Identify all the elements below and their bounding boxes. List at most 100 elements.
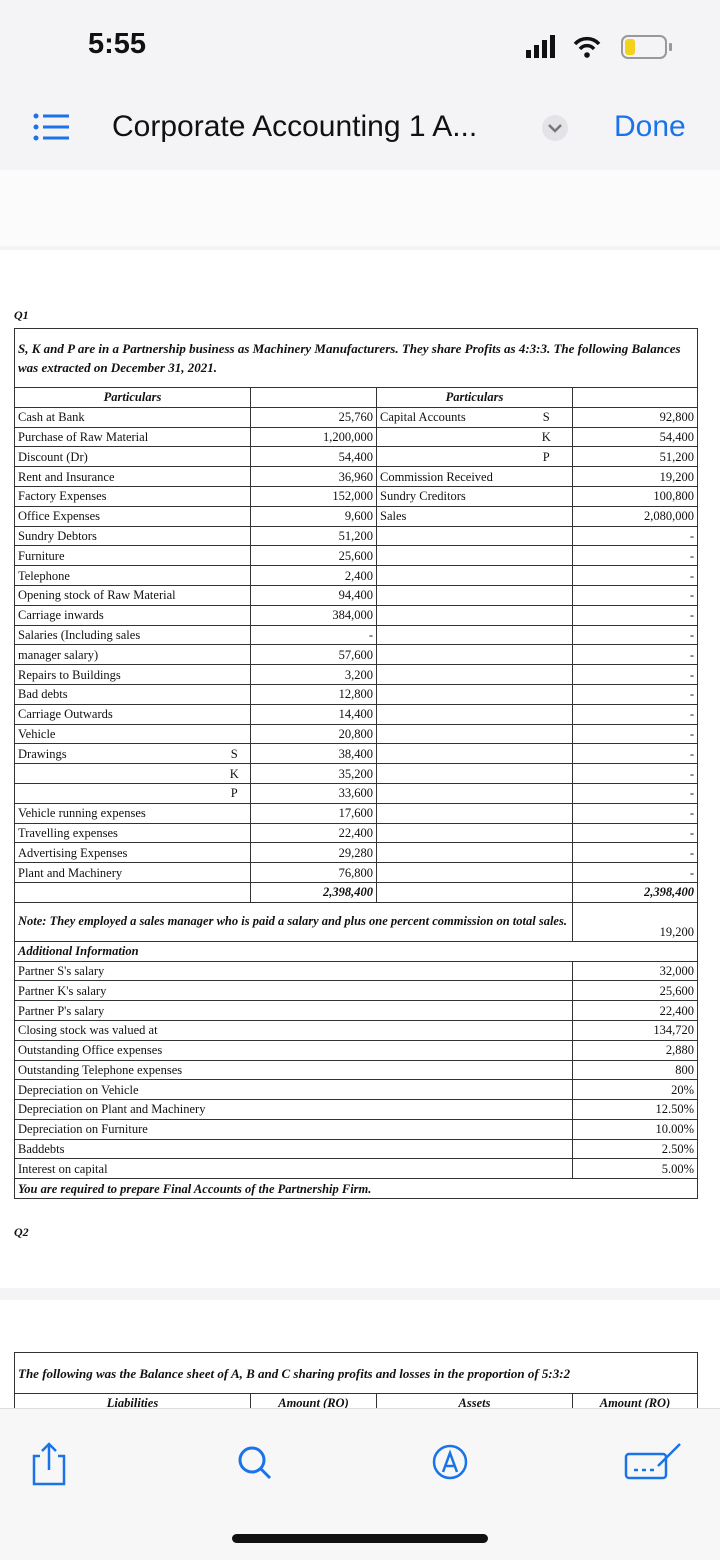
amount: 2,080,000 — [571, 505, 699, 527]
table-row: Repairs to Buildings 3,200 - — [14, 664, 699, 685]
sub: S — [520, 406, 573, 428]
item: Office Expenses — [14, 505, 219, 527]
sub: S — [218, 743, 251, 765]
item — [376, 664, 521, 685]
amount: 9,600 — [250, 505, 377, 527]
item — [376, 446, 521, 468]
item — [376, 842, 521, 864]
intro-row: S, K and P are in a Partnership business… — [13, 328, 699, 388]
share-button[interactable] — [32, 1442, 66, 1486]
document-page: Q1 S, K and P are in a Partnership busin… — [0, 250, 720, 1288]
item: Sundry Debtors — [14, 525, 219, 547]
item — [376, 862, 521, 883]
info-row: Depreciation on Plant and Machinery 12.50… — [14, 1099, 699, 1120]
value: 2.50% — [571, 1138, 699, 1160]
sub — [218, 565, 251, 586]
amount: 17,600 — [250, 802, 377, 824]
info-row: Outstanding Telephone expenses 800 — [14, 1059, 699, 1081]
sub — [520, 565, 573, 586]
amount: - — [571, 565, 699, 586]
instruction: You are required to prepare Final Accoun… — [13, 1178, 699, 1200]
table-row: Advertising Expenses 29,280 - — [14, 842, 699, 864]
search-button[interactable] — [238, 1446, 272, 1480]
item — [376, 703, 521, 725]
list-icon[interactable] — [32, 112, 72, 144]
amount: - — [571, 862, 699, 883]
item — [376, 604, 521, 626]
amount: 25,760 — [250, 406, 377, 428]
sub — [520, 782, 573, 804]
sub — [520, 723, 573, 745]
amount: 57,600 — [250, 644, 377, 666]
sub — [218, 644, 251, 666]
sub — [218, 505, 251, 527]
amount: 2,400 — [250, 565, 377, 586]
item: Outstanding Office expenses — [14, 1039, 573, 1061]
table-row: K 35,200 - — [14, 763, 699, 784]
amount: - — [571, 822, 699, 844]
form-button[interactable] — [624, 1443, 681, 1480]
amount: 94,400 — [250, 584, 377, 606]
viewer-gap — [0, 170, 720, 246]
amount: 22,400 — [250, 822, 377, 844]
value: 12.50% — [571, 1099, 699, 1120]
item: manager salary) — [14, 644, 219, 666]
item: Drawings — [14, 743, 219, 765]
sub — [520, 545, 573, 567]
sub — [218, 406, 251, 428]
question-label: Q2 — [14, 1225, 29, 1239]
amount: 54,400 — [571, 426, 699, 448]
table-row: Factory Expenses 152,000 Sundry Creditors 1… — [14, 485, 699, 507]
item — [376, 743, 521, 765]
amount: - — [571, 545, 699, 567]
amount: 152,000 — [250, 485, 377, 507]
amount: 36,960 — [250, 466, 377, 487]
markup-button[interactable] — [432, 1444, 468, 1480]
sub — [520, 842, 573, 864]
home-indicator — [232, 1534, 488, 1543]
table-row: Sundry Debtors 51,200 - — [14, 525, 699, 547]
amount: - — [571, 584, 699, 606]
sub — [520, 584, 573, 606]
amount: - — [571, 525, 699, 547]
item: Advertising Expenses — [14, 842, 219, 864]
item: Salaries (Including sales — [14, 624, 219, 646]
item — [376, 763, 521, 784]
info-row: Partner K's salary 25,600 — [14, 980, 699, 1002]
table-row: Salaries (Including sales - - — [14, 624, 699, 646]
sub — [520, 624, 573, 646]
info-row: Outstanding Office expenses 2,880 — [14, 1039, 699, 1061]
sub — [520, 703, 573, 725]
item: Baddebts — [14, 1138, 573, 1160]
info-row: Baddebts 2.50% — [14, 1138, 699, 1160]
sub — [218, 446, 251, 468]
item: Partner K's salary — [14, 980, 573, 1002]
balance-sheet-table: The following was the Balance sheet of A… — [13, 1352, 699, 1410]
table-row: Opening stock of Raw Material 94,400 - — [14, 584, 699, 606]
title-chevron[interactable] — [540, 113, 570, 143]
amount: 51,200 — [571, 446, 699, 468]
table-row: Carriage inwards 384,000 - — [14, 604, 699, 626]
balance-table: S, K and P are in a Partnership business… — [13, 328, 699, 1200]
sub — [218, 485, 251, 507]
note: Note: They employed a sales manager who … — [14, 901, 573, 942]
sub: P — [218, 782, 251, 804]
sub — [520, 862, 573, 883]
instruction-row: You are required to prepare Final Accoun… — [13, 1178, 699, 1200]
column-header — [571, 387, 699, 408]
value: 5.00% — [571, 1158, 699, 1180]
column-header: Particulars — [14, 387, 251, 408]
table-row: Purchase of Raw Material 1,200,000 K 54,400 — [14, 426, 699, 448]
table-row: P 33,600 - — [14, 782, 699, 804]
table-row: Cash at Bank 25,760 Capital Accounts S 92,80… — [14, 406, 699, 428]
amount: - — [571, 664, 699, 685]
sub — [218, 683, 251, 705]
info-row: Closing stock was valued at 134,720 — [14, 1019, 699, 1041]
sub — [520, 505, 573, 527]
item: Outstanding Telephone expenses — [14, 1059, 573, 1081]
nav-title: Corporate Accounting 1 A... — [112, 110, 478, 143]
value: 10.00% — [571, 1118, 699, 1140]
sub — [218, 426, 251, 448]
total: 2,398,400 — [571, 881, 699, 903]
done-button[interactable]: Done — [614, 110, 686, 143]
